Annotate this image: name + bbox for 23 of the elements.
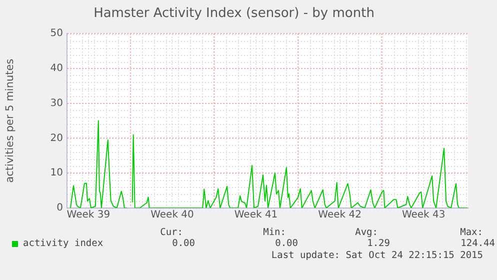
chart-title: Hamster Activity Index (sensor) - by month <box>94 6 374 22</box>
y-tick-label: 20 <box>50 132 63 144</box>
text: 0.00 <box>172 238 195 249</box>
x-tick-label: Week 41 <box>234 210 278 221</box>
text: Max: <box>460 227 483 238</box>
text: Min: <box>263 227 286 238</box>
text: Last update: Sat Oct 24 22:15:15 2015 <box>271 250 483 261</box>
y-tick-label: 10 <box>50 168 63 179</box>
y-tick-label: 50 <box>50 28 63 40</box>
x-tick-label: Week 39 <box>66 210 110 221</box>
text: 124.44 <box>460 238 495 249</box>
legend-label: activity index <box>23 238 104 249</box>
y-tick-label: 40 <box>50 63 63 74</box>
x-tick-label: Week 42 <box>318 210 362 221</box>
text: Avg: <box>355 227 378 238</box>
text: 0.00 <box>275 238 298 249</box>
y-axis-title: activities per 5 minutes <box>4 58 16 183</box>
y-tick-label: 0 <box>56 202 63 214</box>
y-tick-label: 30 <box>50 98 63 109</box>
x-tick-label: Week 43 <box>402 210 446 221</box>
text: 1.29 <box>367 238 390 249</box>
text: Cur: <box>160 227 183 238</box>
x-tick-label: Week 40 <box>150 210 194 221</box>
